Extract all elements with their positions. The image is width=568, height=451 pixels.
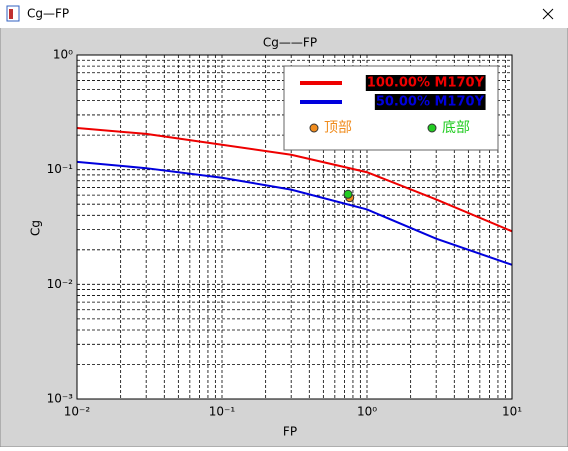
series-line xyxy=(76,126,513,233)
x-tick-label: 10⁻² xyxy=(64,405,91,419)
x-tick-label: 10⁰ xyxy=(357,405,377,419)
y-tick-label: 10⁰ xyxy=(53,48,73,62)
legend-marker xyxy=(309,123,319,133)
point xyxy=(343,189,353,199)
y-tick-label: 10⁻³ xyxy=(47,392,74,406)
window-title: Cg—FP xyxy=(27,7,69,21)
legend-label: 底部 xyxy=(442,120,470,136)
app-icon-bar xyxy=(9,9,13,19)
x-tick-label: 10⁻¹ xyxy=(209,405,236,419)
legend-label-bg xyxy=(365,75,486,91)
legend-label: 100.00% M170Y xyxy=(367,76,485,91)
y-tick-label: 10⁻¹ xyxy=(47,162,74,176)
y-tick-label: 10⁻² xyxy=(47,277,74,291)
x-axis-label: FP xyxy=(283,425,297,439)
legend-label: 50.00% M170Y xyxy=(376,95,485,110)
legend-marker xyxy=(427,123,437,133)
title-bar xyxy=(0,0,568,28)
legend-label: 顶部 xyxy=(324,120,352,136)
close-button[interactable] xyxy=(542,8,554,20)
x-tick-label: 10¹ xyxy=(502,405,522,419)
series-line xyxy=(76,160,513,266)
plot-border xyxy=(76,54,513,400)
y-axis-label: Cg xyxy=(29,220,43,236)
legend-label-bg xyxy=(374,94,486,110)
chart-title: Cg——FP xyxy=(263,36,317,50)
close-icon[interactable] xyxy=(542,8,554,20)
